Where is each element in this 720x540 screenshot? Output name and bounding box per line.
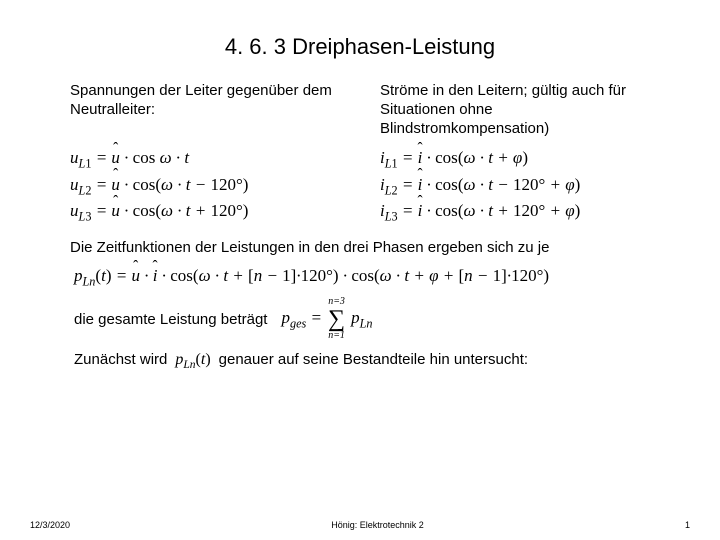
footer-center: Hönig: Elektrotechnik 2 bbox=[331, 520, 424, 530]
para-zeitfunktionen: Die Zeitfunktionen der Leistungen in den… bbox=[70, 238, 650, 258]
para-zunaechst-b: genauer auf seine Bestandteile hin unter… bbox=[219, 351, 528, 368]
sum-symbol: n=3 ∑ n=1 bbox=[328, 297, 345, 341]
footer-page: 1 bbox=[685, 520, 690, 530]
col-right-heading: Ströme in den Leitern; gültig auch für S… bbox=[380, 82, 650, 138]
slide: 4. 6. 3 Dreiphasen-Leistung Spannungen d… bbox=[0, 0, 720, 540]
eq-uL3: uL3 = u · cos(ω · t + 120°) bbox=[70, 201, 340, 224]
current-equations: iL1 = i · cos(ω · t + φ) iL2 = i · cos(ω… bbox=[380, 148, 650, 224]
slide-title: 4. 6. 3 Dreiphasen-Leistung bbox=[48, 34, 672, 60]
voltage-equations: uL1 = u · cos ω · t uL2 = u · cos(ω · t … bbox=[70, 148, 340, 224]
total-power-row: die gesamte Leistung beträgt pges = n=3 … bbox=[74, 297, 646, 341]
col-left-heading: Spannungen der Leiter gegenüber dem Neut… bbox=[70, 82, 340, 138]
eq-uL1: uL1 = u · cos ω · t bbox=[70, 148, 340, 171]
equation-columns: uL1 = u · cos ω · t uL2 = u · cos(ω · t … bbox=[70, 148, 650, 224]
eq-iL3: iL3 = i · cos(ω · t + 120° + φ) bbox=[380, 201, 650, 224]
footer: 12/3/2020 Hönig: Elektrotechnik 2 1 bbox=[0, 520, 720, 530]
eq-pLn: pLn(t) = u · i · cos(ω · t + [n − 1]·120… bbox=[74, 266, 646, 289]
footer-date: 12/3/2020 bbox=[30, 520, 70, 530]
para-zunaechst-a: Zunächst wird bbox=[74, 351, 167, 368]
inline-pLn: pLn(t) bbox=[175, 351, 210, 371]
eq-uL2: uL2 = u · cos(ω · t − 120°) bbox=[70, 175, 340, 198]
para-gesamt: die gesamte Leistung beträgt bbox=[74, 310, 267, 330]
eq-pges: pges = n=3 ∑ n=1 pLn bbox=[281, 297, 372, 341]
intro-columns: Spannungen der Leiter gegenüber dem Neut… bbox=[70, 82, 650, 138]
sum-lower: n=1 bbox=[328, 331, 345, 341]
last-row: Zunächst wird pLn(t) genauer auf seine B… bbox=[74, 351, 646, 371]
